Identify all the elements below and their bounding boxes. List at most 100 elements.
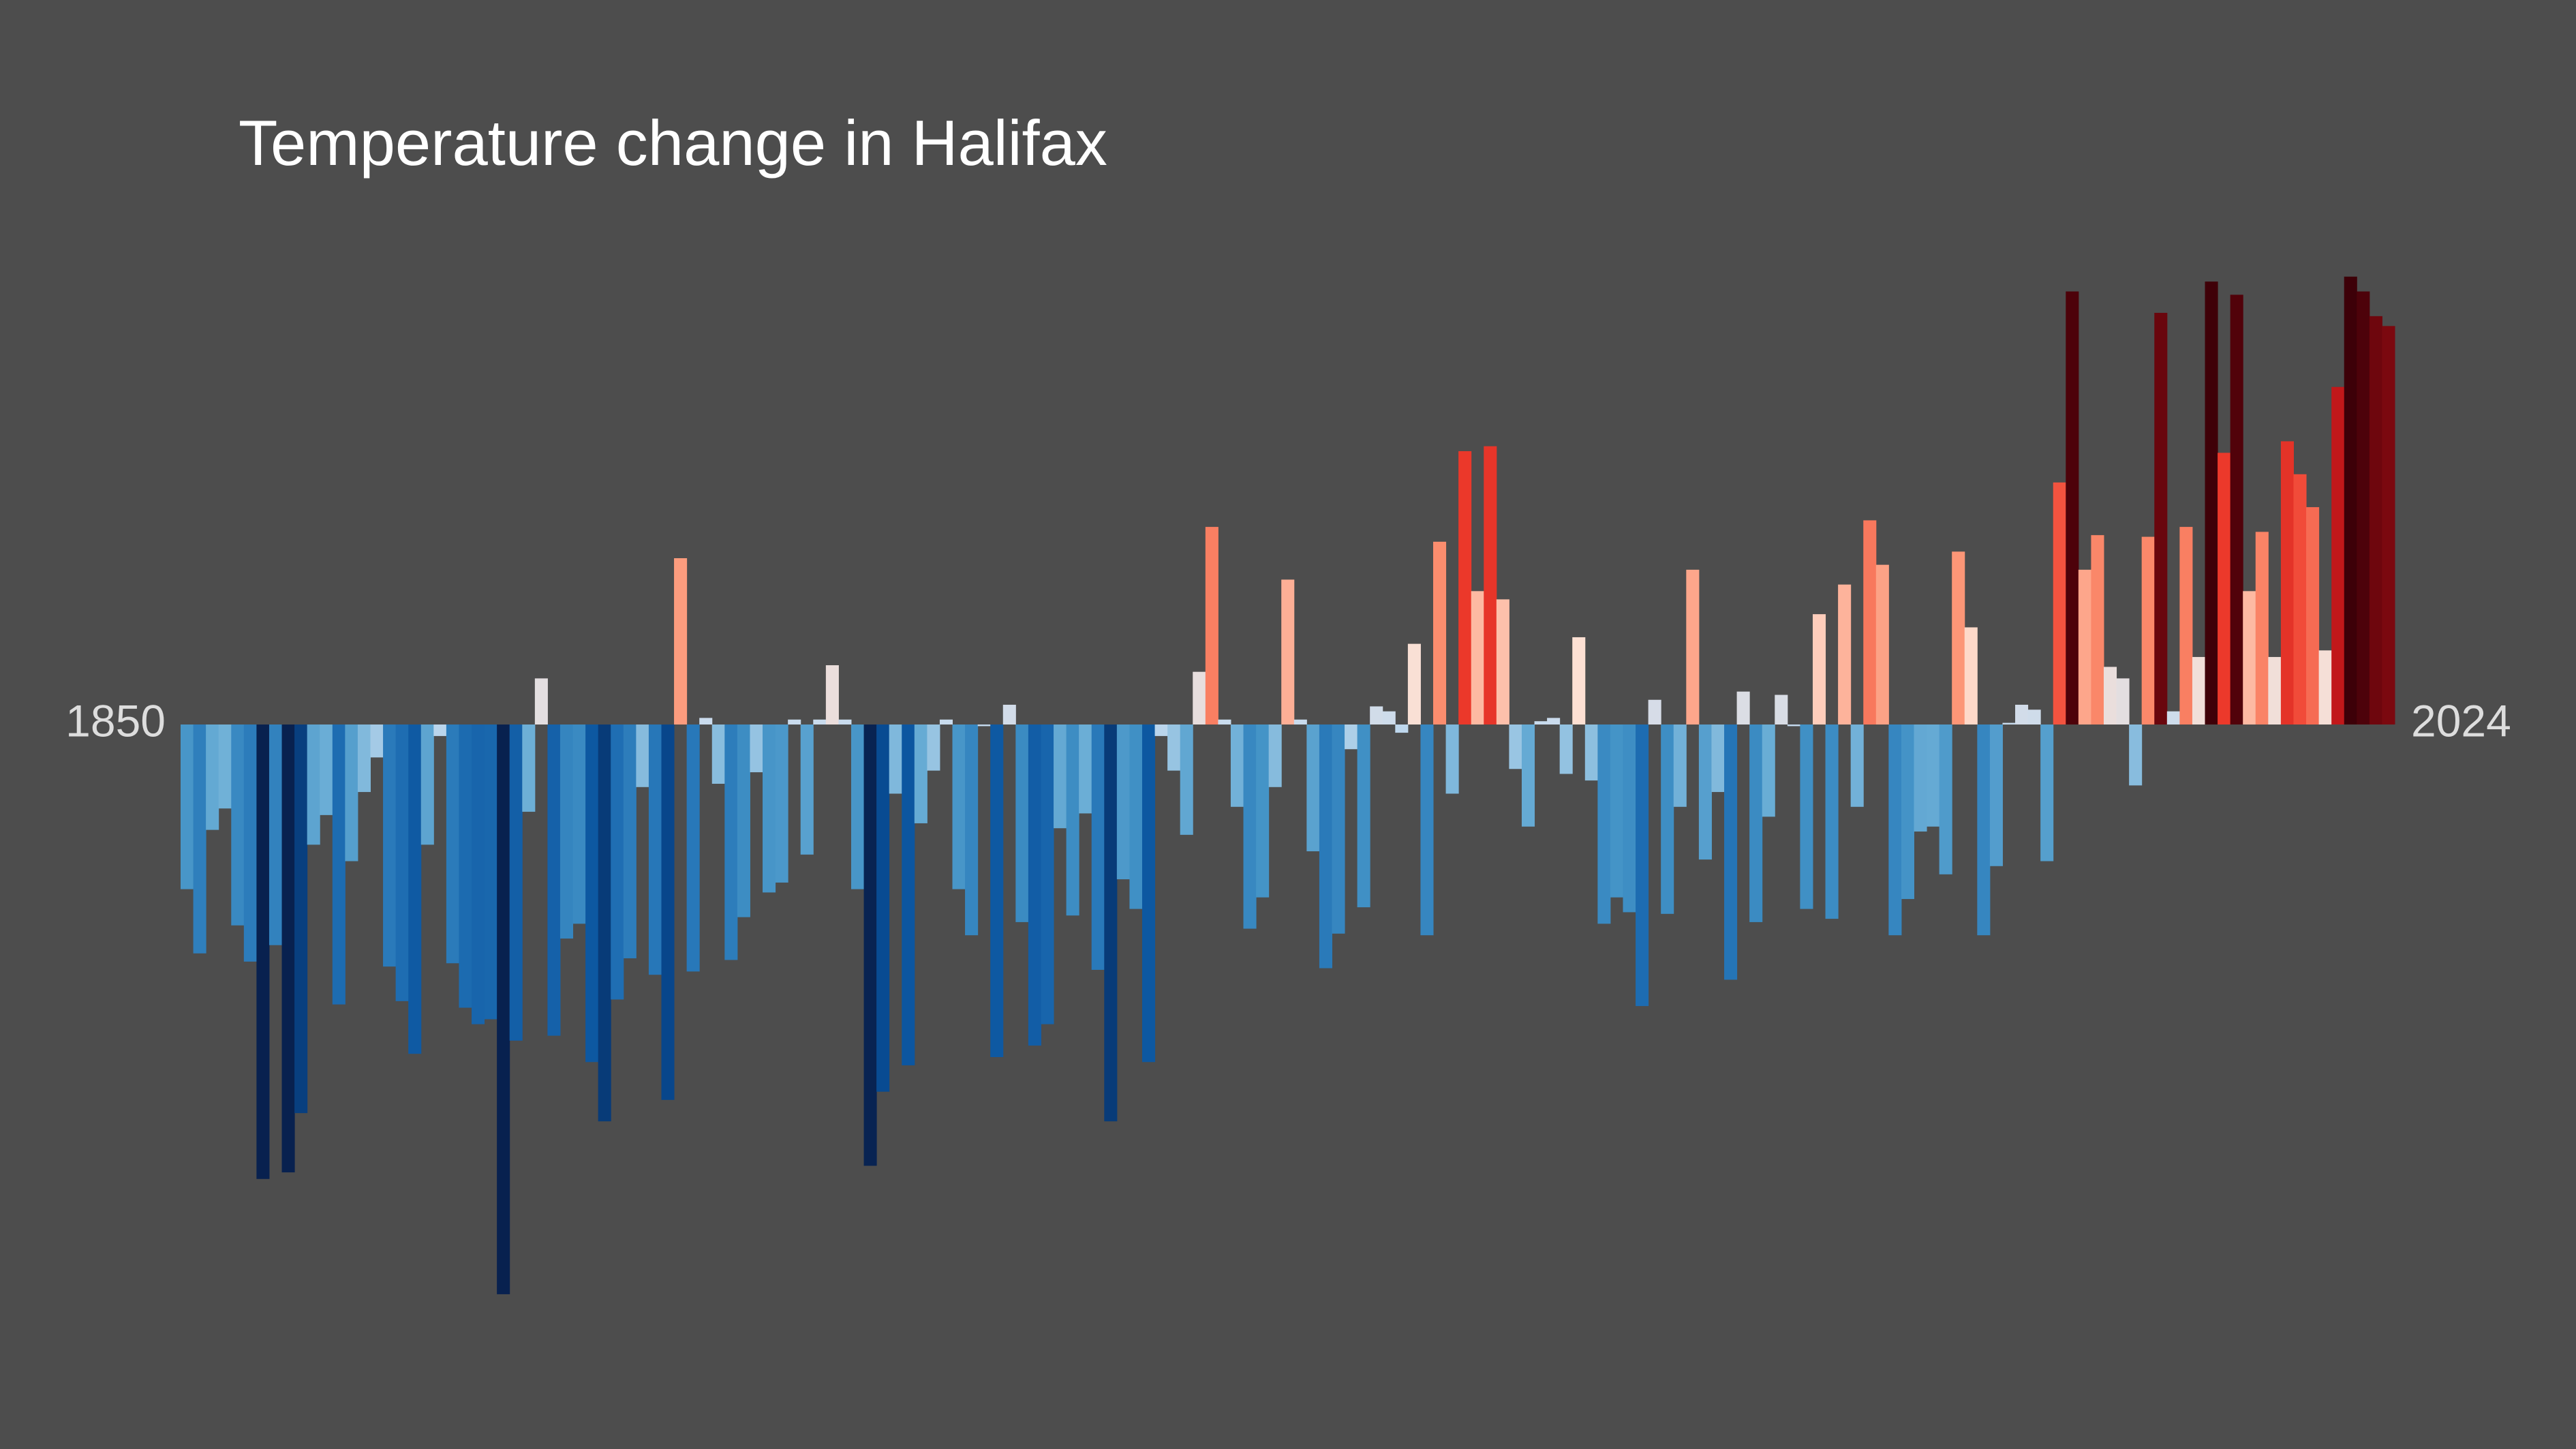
- bar: [2141, 536, 2155, 724]
- bar: [522, 724, 536, 812]
- bar: [484, 724, 497, 1020]
- bar: [1610, 724, 1623, 898]
- bar: [1496, 599, 1509, 724]
- bar: [699, 718, 713, 724]
- bar: [1141, 724, 1156, 1063]
- bar: [1636, 724, 1649, 1007]
- bar: [1091, 724, 1105, 970]
- bar: [1104, 724, 1118, 1122]
- bar: [1230, 724, 1244, 807]
- bar: [433, 724, 447, 736]
- bar: [1838, 584, 1852, 724]
- bar: [1888, 724, 1902, 936]
- bar: [2331, 386, 2345, 724]
- bar: [2268, 656, 2282, 724]
- bar: [1724, 724, 1738, 980]
- bar: [1395, 724, 1409, 733]
- bar: [1066, 724, 1079, 916]
- bar: [1749, 724, 1763, 922]
- bar: [2002, 722, 2016, 724]
- bar: [231, 724, 245, 926]
- bar: [1345, 724, 1358, 750]
- bar: [2129, 724, 2143, 786]
- bar: [1116, 724, 1130, 880]
- bar: [1357, 724, 1370, 908]
- bar: [838, 719, 852, 724]
- bar: [1534, 721, 1548, 724]
- bar: [2243, 591, 2256, 724]
- bar: [1800, 724, 1813, 909]
- bar: [1002, 705, 1016, 724]
- bar: [1167, 724, 1181, 771]
- bar: [1509, 724, 1522, 769]
- bar: [2103, 667, 2117, 724]
- bar: [952, 724, 966, 889]
- bar: [1180, 724, 1193, 835]
- bar: [850, 724, 865, 889]
- bar: [1927, 724, 1940, 827]
- bar: [345, 724, 358, 861]
- bar: [2344, 276, 2357, 724]
- bar: [889, 724, 902, 794]
- bar: [2280, 441, 2294, 724]
- bar: [1054, 724, 1067, 829]
- bar: [2293, 474, 2307, 724]
- bar: [2166, 711, 2180, 724]
- bar: [775, 724, 788, 883]
- bar: [1686, 569, 1700, 724]
- bar: [2192, 656, 2206, 724]
- bar: [1445, 724, 1459, 794]
- bar: [2015, 705, 2029, 724]
- bar: [1218, 719, 1231, 724]
- bar: [2218, 453, 2231, 724]
- bar: [737, 724, 750, 917]
- bar: [1370, 706, 1383, 724]
- bar: [661, 724, 675, 1100]
- chart-title: Temperature change in Halifax: [239, 107, 1107, 179]
- bar: [1154, 724, 1168, 736]
- bar: [1673, 724, 1687, 807]
- bar: [2255, 532, 2269, 724]
- bar: [1319, 724, 1332, 968]
- bar: [1407, 643, 1421, 724]
- bar: [1205, 527, 1218, 724]
- bar: [1597, 724, 1611, 924]
- bar: [1193, 671, 1206, 724]
- bar: [825, 665, 839, 724]
- bar: [1572, 637, 1586, 724]
- bar: [294, 724, 308, 1114]
- bar: [674, 558, 688, 724]
- bar: [800, 724, 814, 855]
- bar: [256, 724, 270, 1179]
- bar: [1471, 591, 1484, 724]
- bar: [914, 724, 927, 823]
- bar: [420, 724, 434, 845]
- bar: [2306, 507, 2320, 724]
- bar: [750, 724, 763, 773]
- bar: [332, 724, 346, 1005]
- bar: [193, 724, 206, 954]
- bar: [2369, 316, 2382, 724]
- bar: [383, 724, 397, 967]
- bar: [711, 724, 725, 784]
- bar: [1964, 627, 1978, 724]
- bar: [320, 724, 333, 815]
- bar: [408, 724, 422, 1054]
- bar: [497, 724, 510, 1294]
- bar: [2078, 569, 2091, 724]
- bar: [2040, 724, 2054, 861]
- bar: [1281, 579, 1295, 724]
- bar: [2053, 482, 2066, 724]
- bar: [636, 724, 649, 787]
- bar: [307, 724, 320, 845]
- x-tick-label: 1850: [65, 695, 166, 746]
- bar: [1875, 564, 1889, 724]
- bar: [181, 724, 194, 889]
- bar: [1484, 446, 1497, 724]
- bar: [1812, 614, 1826, 724]
- bar: [2179, 527, 2193, 724]
- bar: [1458, 451, 1472, 724]
- bar: [2357, 291, 2370, 724]
- bar: [863, 724, 877, 1166]
